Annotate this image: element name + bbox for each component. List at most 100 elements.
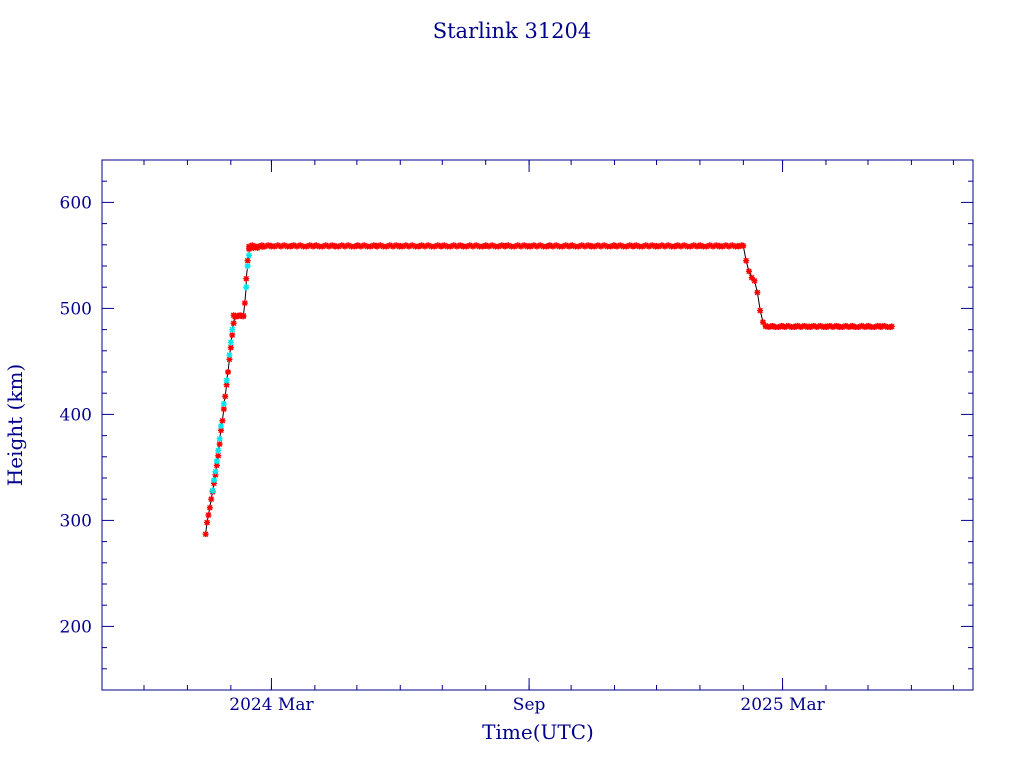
plateau-data-point <box>820 324 827 331</box>
plateau-data-point <box>550 243 557 250</box>
plateau-data-point <box>316 243 323 250</box>
red-data-point <box>219 417 226 424</box>
plateau-data-point <box>684 243 691 250</box>
plateau-data-point <box>604 243 611 250</box>
plateau-data-point <box>633 242 640 249</box>
plateau-data-point <box>807 324 814 331</box>
plateau-data-point <box>804 324 811 331</box>
plateau-data-point <box>842 322 849 329</box>
plateau-data-point <box>370 242 377 249</box>
plateau-data-point <box>406 243 413 250</box>
plateau-data-point <box>495 243 502 250</box>
plateau-data-point <box>246 243 253 250</box>
red-data-point <box>220 406 227 413</box>
plateau-data-point <box>422 243 429 250</box>
plateau-data-point <box>354 242 361 249</box>
plateau-data-point <box>614 243 621 250</box>
plateau-data-point <box>829 324 836 331</box>
plateau-data-point <box>630 243 637 250</box>
plateau-data-point <box>655 243 662 250</box>
plateau-data-point <box>636 243 643 250</box>
y-tick-label: 200 <box>60 617 92 637</box>
red-data-point <box>227 344 234 351</box>
plateau-data-point <box>588 243 595 250</box>
plateau-data-point <box>826 322 833 329</box>
plateau-data-point <box>582 243 589 250</box>
red-data-point <box>213 462 220 469</box>
plateau-data-point <box>530 242 537 249</box>
plateau-data-point <box>566 243 573 250</box>
red-data-point <box>202 531 209 538</box>
plateau-data-point <box>801 322 808 329</box>
plateau-data-point <box>785 322 792 329</box>
plateau-data-point <box>268 243 275 250</box>
red-data-point <box>223 381 230 388</box>
plateau-data-point <box>476 243 483 250</box>
plateau-data-point <box>874 322 881 329</box>
plateau-data-point <box>364 243 371 250</box>
plateau-data-point <box>772 324 779 331</box>
red-data-point <box>222 393 229 400</box>
cyan-data-point <box>243 284 250 291</box>
plateau-data-point <box>466 242 473 249</box>
plateau-data-point <box>358 243 365 250</box>
plateau-data-point <box>732 243 739 250</box>
red-data-point <box>743 257 750 264</box>
plateau-data-point <box>450 242 457 249</box>
plateau-data-point <box>457 242 464 249</box>
plateau-data-point <box>569 242 576 249</box>
cyan-data-point <box>227 339 234 346</box>
y-tick-label: 300 <box>60 511 92 531</box>
plateau-data-point <box>252 243 259 250</box>
cyan-data-point <box>216 435 223 442</box>
plot-frame <box>101 159 974 691</box>
y-tick-label: 600 <box>60 193 92 213</box>
plateau-data-point <box>508 243 515 250</box>
plateau-data-point <box>486 243 493 250</box>
plateau-data-point <box>578 242 585 249</box>
plateau-data-point <box>884 324 891 331</box>
plateau-data-point <box>409 242 416 249</box>
plateau-data-point <box>797 324 804 331</box>
plateau-data-point <box>546 242 553 249</box>
plateau-data-point <box>396 243 403 250</box>
plateau-data-point <box>377 242 384 249</box>
red-data-point <box>241 300 248 307</box>
plateau-data-point <box>383 243 390 250</box>
plateau-data-point <box>687 243 694 250</box>
y-tick-label: 400 <box>60 405 92 425</box>
plateau-data-point <box>329 242 336 249</box>
x-tick-label: 2024 Mar <box>229 695 314 715</box>
plateau-data-point <box>297 242 304 249</box>
cyan-data-point <box>213 458 220 465</box>
red-data-point <box>208 496 215 503</box>
plateau-data-point <box>585 242 592 249</box>
plateau-data-point <box>868 324 875 331</box>
plateau-data-point <box>284 243 291 250</box>
plateau-data-point <box>463 243 470 250</box>
chart-title: Starlink 31204 <box>433 19 592 43</box>
plateau-data-point <box>700 243 707 250</box>
plateau-data-point <box>278 243 285 250</box>
plateau-data-point <box>649 242 656 249</box>
plateau-data-point <box>345 242 352 249</box>
plateau-data-point <box>482 242 489 249</box>
red-data-point <box>754 289 761 296</box>
plateau-data-point <box>274 242 281 249</box>
plateau-data-point <box>534 243 541 250</box>
plateau-data-point <box>412 243 419 250</box>
plateau-data-point <box>438 243 445 250</box>
x-tick-label: 2025 Mar <box>740 695 825 715</box>
plateau-data-point <box>839 324 846 331</box>
plateau-data-point <box>887 324 894 331</box>
cyan-data-point <box>215 447 222 454</box>
plateau-data-point <box>556 243 563 250</box>
plateau-data-point <box>735 243 742 250</box>
plateau-data-point <box>361 242 368 249</box>
plateau-data-point <box>240 313 247 320</box>
plateau-data-point <box>620 243 627 250</box>
plateau-data-point <box>591 243 598 250</box>
plateau-data-point <box>626 242 633 249</box>
red-data-point <box>206 504 213 511</box>
